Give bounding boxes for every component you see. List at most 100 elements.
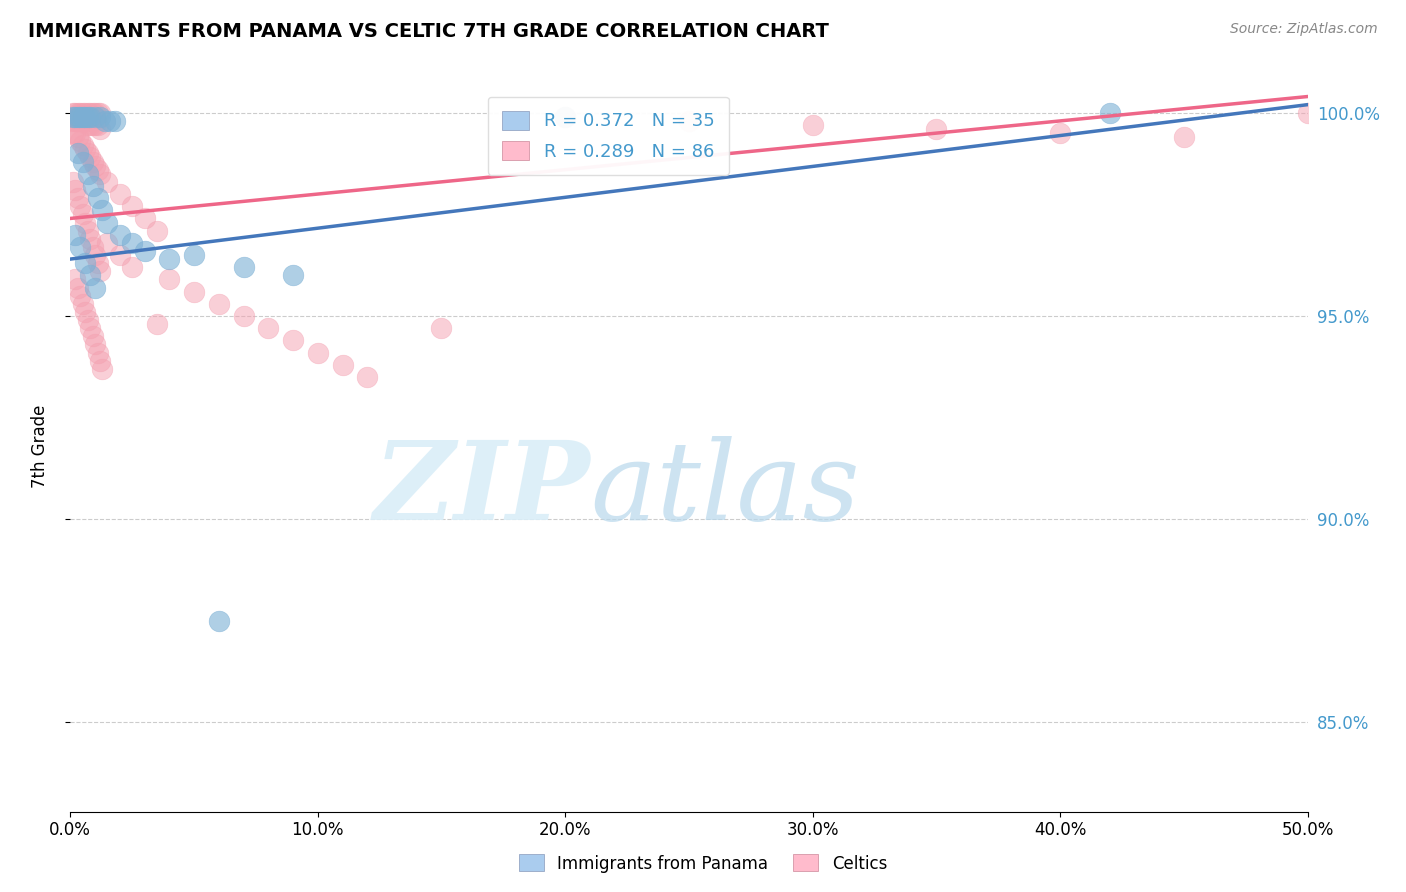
Point	[79, 110, 101, 124]
Point	[75, 110, 97, 124]
Legend: R = 0.372   N = 35, R = 0.289   N = 86: R = 0.372 N = 35, R = 0.289 N = 86	[488, 96, 728, 175]
Point	[96, 235, 118, 250]
Point	[62, 105, 84, 120]
Point	[65, 272, 87, 286]
Point	[356, 370, 378, 384]
Point	[134, 211, 156, 226]
Point	[208, 614, 231, 628]
Point	[281, 268, 304, 283]
Point	[69, 114, 91, 128]
Point	[79, 118, 101, 132]
Point	[89, 264, 111, 278]
Point	[75, 256, 97, 270]
Point	[257, 321, 280, 335]
Point	[554, 110, 576, 124]
Point	[75, 105, 97, 120]
Point	[66, 114, 89, 128]
Point	[69, 105, 91, 120]
Point	[86, 162, 108, 177]
Point	[108, 187, 131, 202]
Point	[86, 191, 108, 205]
Point	[121, 235, 143, 250]
Text: Source: ZipAtlas.com: Source: ZipAtlas.com	[1230, 22, 1378, 37]
Point	[89, 122, 111, 136]
Point	[1173, 130, 1195, 145]
Text: IMMIGRANTS FROM PANAMA VS CELTIC 7TH GRADE CORRELATION CHART: IMMIGRANTS FROM PANAMA VS CELTIC 7TH GRA…	[28, 22, 830, 41]
Point	[84, 105, 107, 120]
Point	[66, 146, 89, 161]
Point	[76, 110, 98, 124]
Point	[183, 285, 205, 299]
Point	[82, 105, 104, 120]
Point	[66, 110, 89, 124]
Point	[134, 244, 156, 258]
Point	[208, 297, 231, 311]
Point	[157, 272, 180, 286]
Point	[925, 122, 948, 136]
Point	[554, 110, 576, 124]
Point	[84, 280, 107, 294]
Point	[89, 353, 111, 368]
Point	[84, 118, 107, 132]
Point	[76, 105, 98, 120]
Point	[89, 105, 111, 120]
Point	[96, 215, 118, 229]
Point	[62, 126, 84, 140]
Point	[121, 260, 143, 275]
Point	[72, 110, 94, 124]
Point	[72, 114, 94, 128]
Point	[82, 154, 104, 169]
Point	[76, 313, 98, 327]
Point	[1049, 126, 1071, 140]
Point	[121, 199, 143, 213]
Point	[66, 280, 89, 294]
Point	[65, 126, 87, 140]
Point	[104, 114, 127, 128]
Point	[157, 252, 180, 266]
Point	[69, 240, 91, 254]
Point	[96, 175, 118, 189]
Point	[72, 207, 94, 221]
Text: atlas: atlas	[591, 436, 859, 543]
Point	[94, 114, 117, 128]
Point	[62, 175, 84, 189]
Y-axis label: 7th Grade: 7th Grade	[31, 404, 49, 488]
Point	[430, 321, 453, 335]
Point	[76, 167, 98, 181]
Point	[65, 105, 87, 120]
Point	[146, 317, 169, 331]
Point	[82, 329, 104, 343]
Point	[307, 345, 329, 359]
Point	[65, 114, 87, 128]
Point	[281, 334, 304, 348]
Point	[1098, 105, 1121, 120]
Point	[72, 154, 94, 169]
Text: ZIP: ZIP	[374, 436, 591, 543]
Point	[146, 224, 169, 238]
Point	[678, 114, 700, 128]
Point	[84, 159, 107, 173]
Point	[75, 114, 97, 128]
Point	[76, 118, 98, 132]
Point	[72, 138, 94, 153]
Point	[75, 215, 97, 229]
Point	[69, 288, 91, 302]
Point	[69, 134, 91, 148]
Point	[86, 256, 108, 270]
Point	[66, 191, 89, 205]
Point	[69, 199, 91, 213]
Point	[232, 309, 254, 323]
Point	[1296, 105, 1319, 120]
Point	[79, 321, 101, 335]
Point	[79, 268, 101, 283]
Point	[82, 178, 104, 193]
Point	[98, 114, 121, 128]
Point	[84, 248, 107, 262]
Point	[108, 227, 131, 242]
Point	[89, 110, 111, 124]
Point	[108, 248, 131, 262]
Point	[62, 114, 84, 128]
Point	[76, 146, 98, 161]
Point	[62, 110, 84, 124]
Point	[72, 105, 94, 120]
